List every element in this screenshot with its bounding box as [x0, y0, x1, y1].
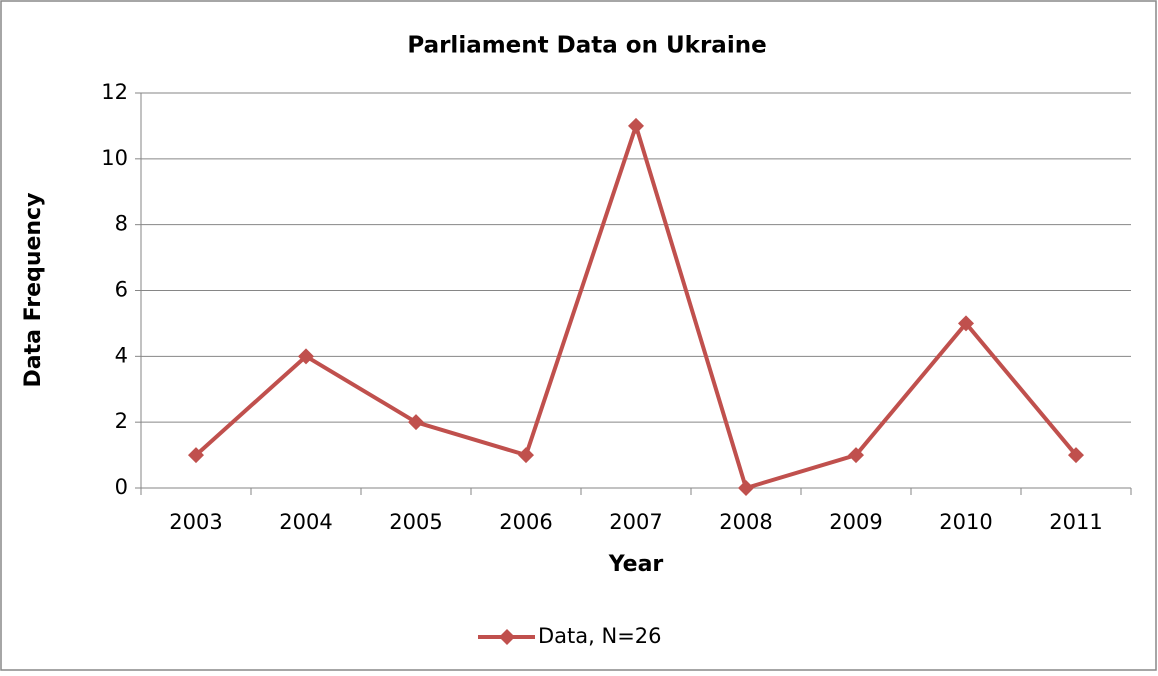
y-tick-label: 2 — [115, 409, 128, 433]
x-tick-label: 2006 — [499, 510, 552, 534]
y-tick-label: 6 — [115, 278, 128, 302]
x-tick-label: 2005 — [389, 510, 442, 534]
legend-marker — [499, 629, 515, 645]
y-axis-label: Data Frequency — [21, 193, 46, 388]
y-tick-label: 0 — [115, 475, 128, 499]
x-tick-label: 2008 — [719, 510, 772, 534]
chart-title: Parliament Data on Ukraine — [407, 33, 766, 59]
x-tick-label: 2003 — [169, 510, 222, 534]
point-marker — [958, 315, 974, 332]
point-marker — [738, 480, 754, 496]
point-marker — [518, 447, 534, 464]
point-marker — [1068, 447, 1084, 464]
point-marker — [628, 117, 644, 134]
x-axis-label: Year — [608, 552, 664, 577]
y-tick-label: 8 — [115, 212, 128, 236]
y-tick-label: 4 — [115, 343, 128, 367]
x-tick-label: 2011 — [1049, 510, 1102, 534]
x-tick-label: 2010 — [939, 510, 992, 534]
point-marker — [298, 348, 314, 365]
x-tick-label: 2004 — [279, 510, 332, 534]
point-marker — [408, 414, 424, 431]
point-marker — [848, 447, 864, 464]
point-marker — [188, 447, 204, 464]
legend-label: Data, N=26 — [538, 624, 662, 648]
y-tick-label: 12 — [101, 80, 128, 104]
x-tick-label: 2007 — [609, 510, 662, 534]
x-tick-label: 2009 — [829, 510, 882, 534]
y-tick-label: 10 — [101, 146, 128, 170]
